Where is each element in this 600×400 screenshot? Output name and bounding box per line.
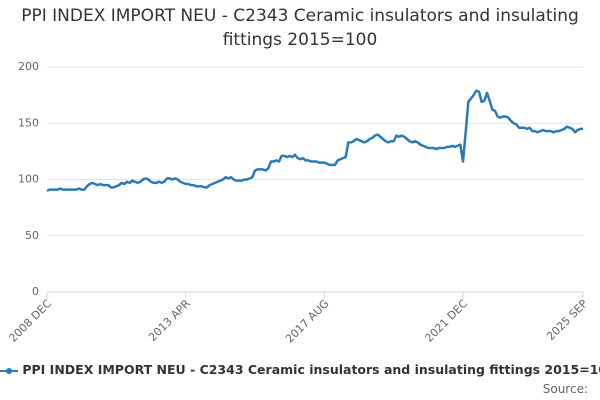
- y-tick-label: 100: [18, 173, 39, 186]
- source: Source:: [542, 382, 588, 396]
- x-tick-label: 2008 DEC: [6, 297, 54, 345]
- legend: PPI INDEX IMPORT NEU - C2343 Ceramic ins…: [0, 362, 600, 377]
- legend-label: PPI INDEX IMPORT NEU - C2343 Ceramic ins…: [22, 362, 600, 377]
- y-tick-label: 150: [18, 116, 39, 129]
- chart-title: PPI INDEX IMPORT NEU - C2343 Ceramic ins…: [21, 6, 579, 50]
- plot: 0 50 100 150 200 2008 DEC 2013 APR 2017 AUG 2021…: [6, 60, 590, 346]
- legend-item[interactable]: PPI INDEX IMPORT NEU - C2343 Ceramic ins…: [0, 362, 600, 377]
- x-tick-label: 2021 DEC: [422, 297, 470, 345]
- y-tick-label: 0: [32, 285, 39, 298]
- y-tick-label: 50: [25, 229, 39, 242]
- x-tick-label: 2013 APR: [146, 297, 193, 344]
- legend-symbol: [0, 367, 18, 374]
- y-tick-label: 200: [18, 60, 39, 73]
- x-tick-label: 2017 AUG: [283, 297, 332, 346]
- x-tick-label: 2025 SEP: [544, 297, 590, 343]
- data-line: [46, 89, 583, 192]
